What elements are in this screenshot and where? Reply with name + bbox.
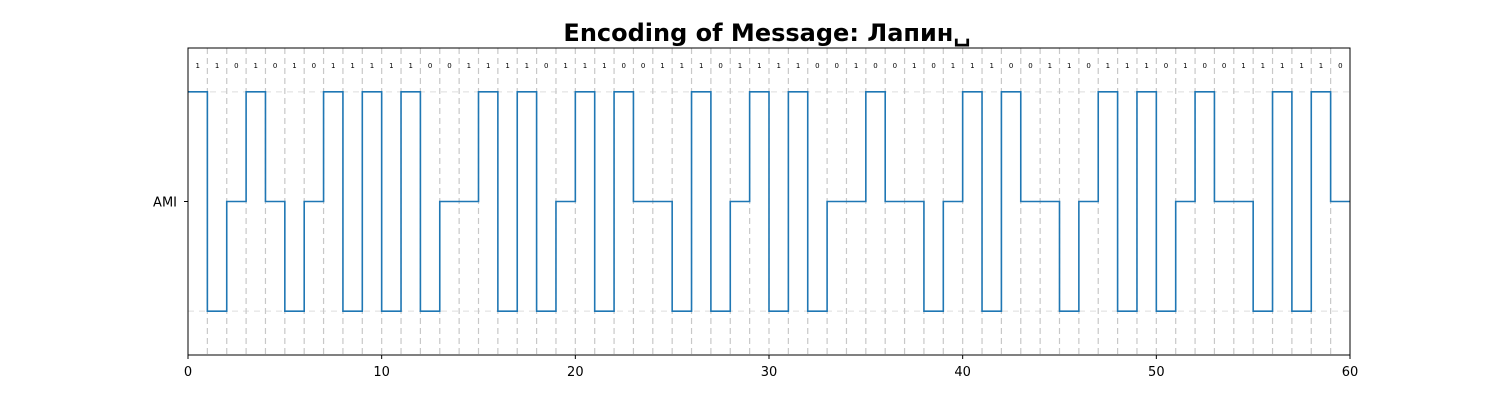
bit-label: 0 xyxy=(835,62,839,70)
bit-label: 0 xyxy=(544,62,548,70)
bit-label: 1 xyxy=(989,62,993,70)
bit-label: 1 xyxy=(486,62,490,70)
bit-label: 0 xyxy=(1338,62,1342,70)
bit-label: 1 xyxy=(680,62,684,70)
bit-label: 1 xyxy=(215,62,219,70)
bit-label: 0 xyxy=(312,62,316,70)
bit-label: 0 xyxy=(1222,62,1226,70)
bit-label: 1 xyxy=(389,62,393,70)
bit-label: 0 xyxy=(1203,62,1207,70)
bit-label: 0 xyxy=(815,62,819,70)
bit-label: 1 xyxy=(1319,62,1323,70)
bit-label: 0 xyxy=(447,62,451,70)
bit-label: 1 xyxy=(1241,62,1245,70)
bit-label: 1 xyxy=(1280,62,1284,70)
bit-label: 1 xyxy=(854,62,858,70)
bit-labels-layer: 1 1 0 1 0 1 0 1 1 1 1 1 0 0 1 1 1 1 0 1 1 1 0 0 1 1 1 0 1 1 1 1 0 0 1 0 0 1 0 1… xyxy=(195,62,1342,70)
bit-label: 0 xyxy=(893,62,897,70)
bit-label: 1 xyxy=(699,62,703,70)
bit-label: 0 xyxy=(234,62,238,70)
bit-label: 1 xyxy=(1183,62,1187,70)
bit-label: 1 xyxy=(467,62,471,70)
bit-label: 1 xyxy=(1261,62,1265,70)
bit-label: 1 xyxy=(505,62,509,70)
bit-label: 1 xyxy=(254,62,258,70)
bit-label: 0 xyxy=(428,62,432,70)
bit-label: 0 xyxy=(1086,62,1090,70)
bit-label: 0 xyxy=(1028,62,1032,70)
bit-label: 1 xyxy=(757,62,761,70)
bit-label: 1 xyxy=(525,62,529,70)
bit-label: 1 xyxy=(1125,62,1129,70)
x-tick-label: 0 xyxy=(184,365,192,380)
bit-label: 0 xyxy=(931,62,935,70)
bit-label: 1 xyxy=(912,62,916,70)
bit-label: 1 xyxy=(408,62,412,70)
bit-label: 0 xyxy=(718,62,722,70)
y-tick-label: AMI xyxy=(153,196,177,211)
bit-label: 1 xyxy=(738,62,742,70)
chart-title: Encoding of Message: Лапин␣ xyxy=(563,19,970,47)
bit-label: 0 xyxy=(622,62,626,70)
bit-label: 1 xyxy=(583,62,587,70)
axes-layer: 0 10 20 30 40 50 60 AMI xyxy=(153,196,1358,381)
x-tick-label: 50 xyxy=(1148,365,1165,380)
x-tick-label: 60 xyxy=(1342,365,1359,380)
bit-label: 0 xyxy=(1009,62,1013,70)
bit-label: 0 xyxy=(873,62,877,70)
bit-label: 0 xyxy=(641,62,645,70)
x-tick-label: 10 xyxy=(373,365,390,380)
x-tick-label: 40 xyxy=(954,365,971,380)
bit-label: 1 xyxy=(292,62,296,70)
bit-label: 1 xyxy=(370,62,374,70)
bit-label: 1 xyxy=(1299,62,1303,70)
bit-label: 1 xyxy=(796,62,800,70)
ami-signal-line xyxy=(188,91,1350,312)
series-layer xyxy=(188,91,1350,312)
bit-label: 1 xyxy=(195,62,199,70)
bit-label: 1 xyxy=(970,62,974,70)
bit-label: 0 xyxy=(1164,62,1168,70)
bit-label: 1 xyxy=(602,62,606,70)
bit-label: 1 xyxy=(1144,62,1148,70)
bit-label: 1 xyxy=(776,62,780,70)
bit-label: 1 xyxy=(350,62,354,70)
x-tick-label: 20 xyxy=(567,365,584,380)
bit-label: 1 xyxy=(1067,62,1071,70)
bit-label: 1 xyxy=(331,62,335,70)
bit-label: 1 xyxy=(660,62,664,70)
bit-label: 1 xyxy=(951,62,955,70)
bit-label: 1 xyxy=(1048,62,1052,70)
bit-label: 1 xyxy=(1106,62,1110,70)
bit-label: 0 xyxy=(273,62,277,70)
x-tick-label: 30 xyxy=(761,365,778,380)
bit-label: 1 xyxy=(563,62,567,70)
